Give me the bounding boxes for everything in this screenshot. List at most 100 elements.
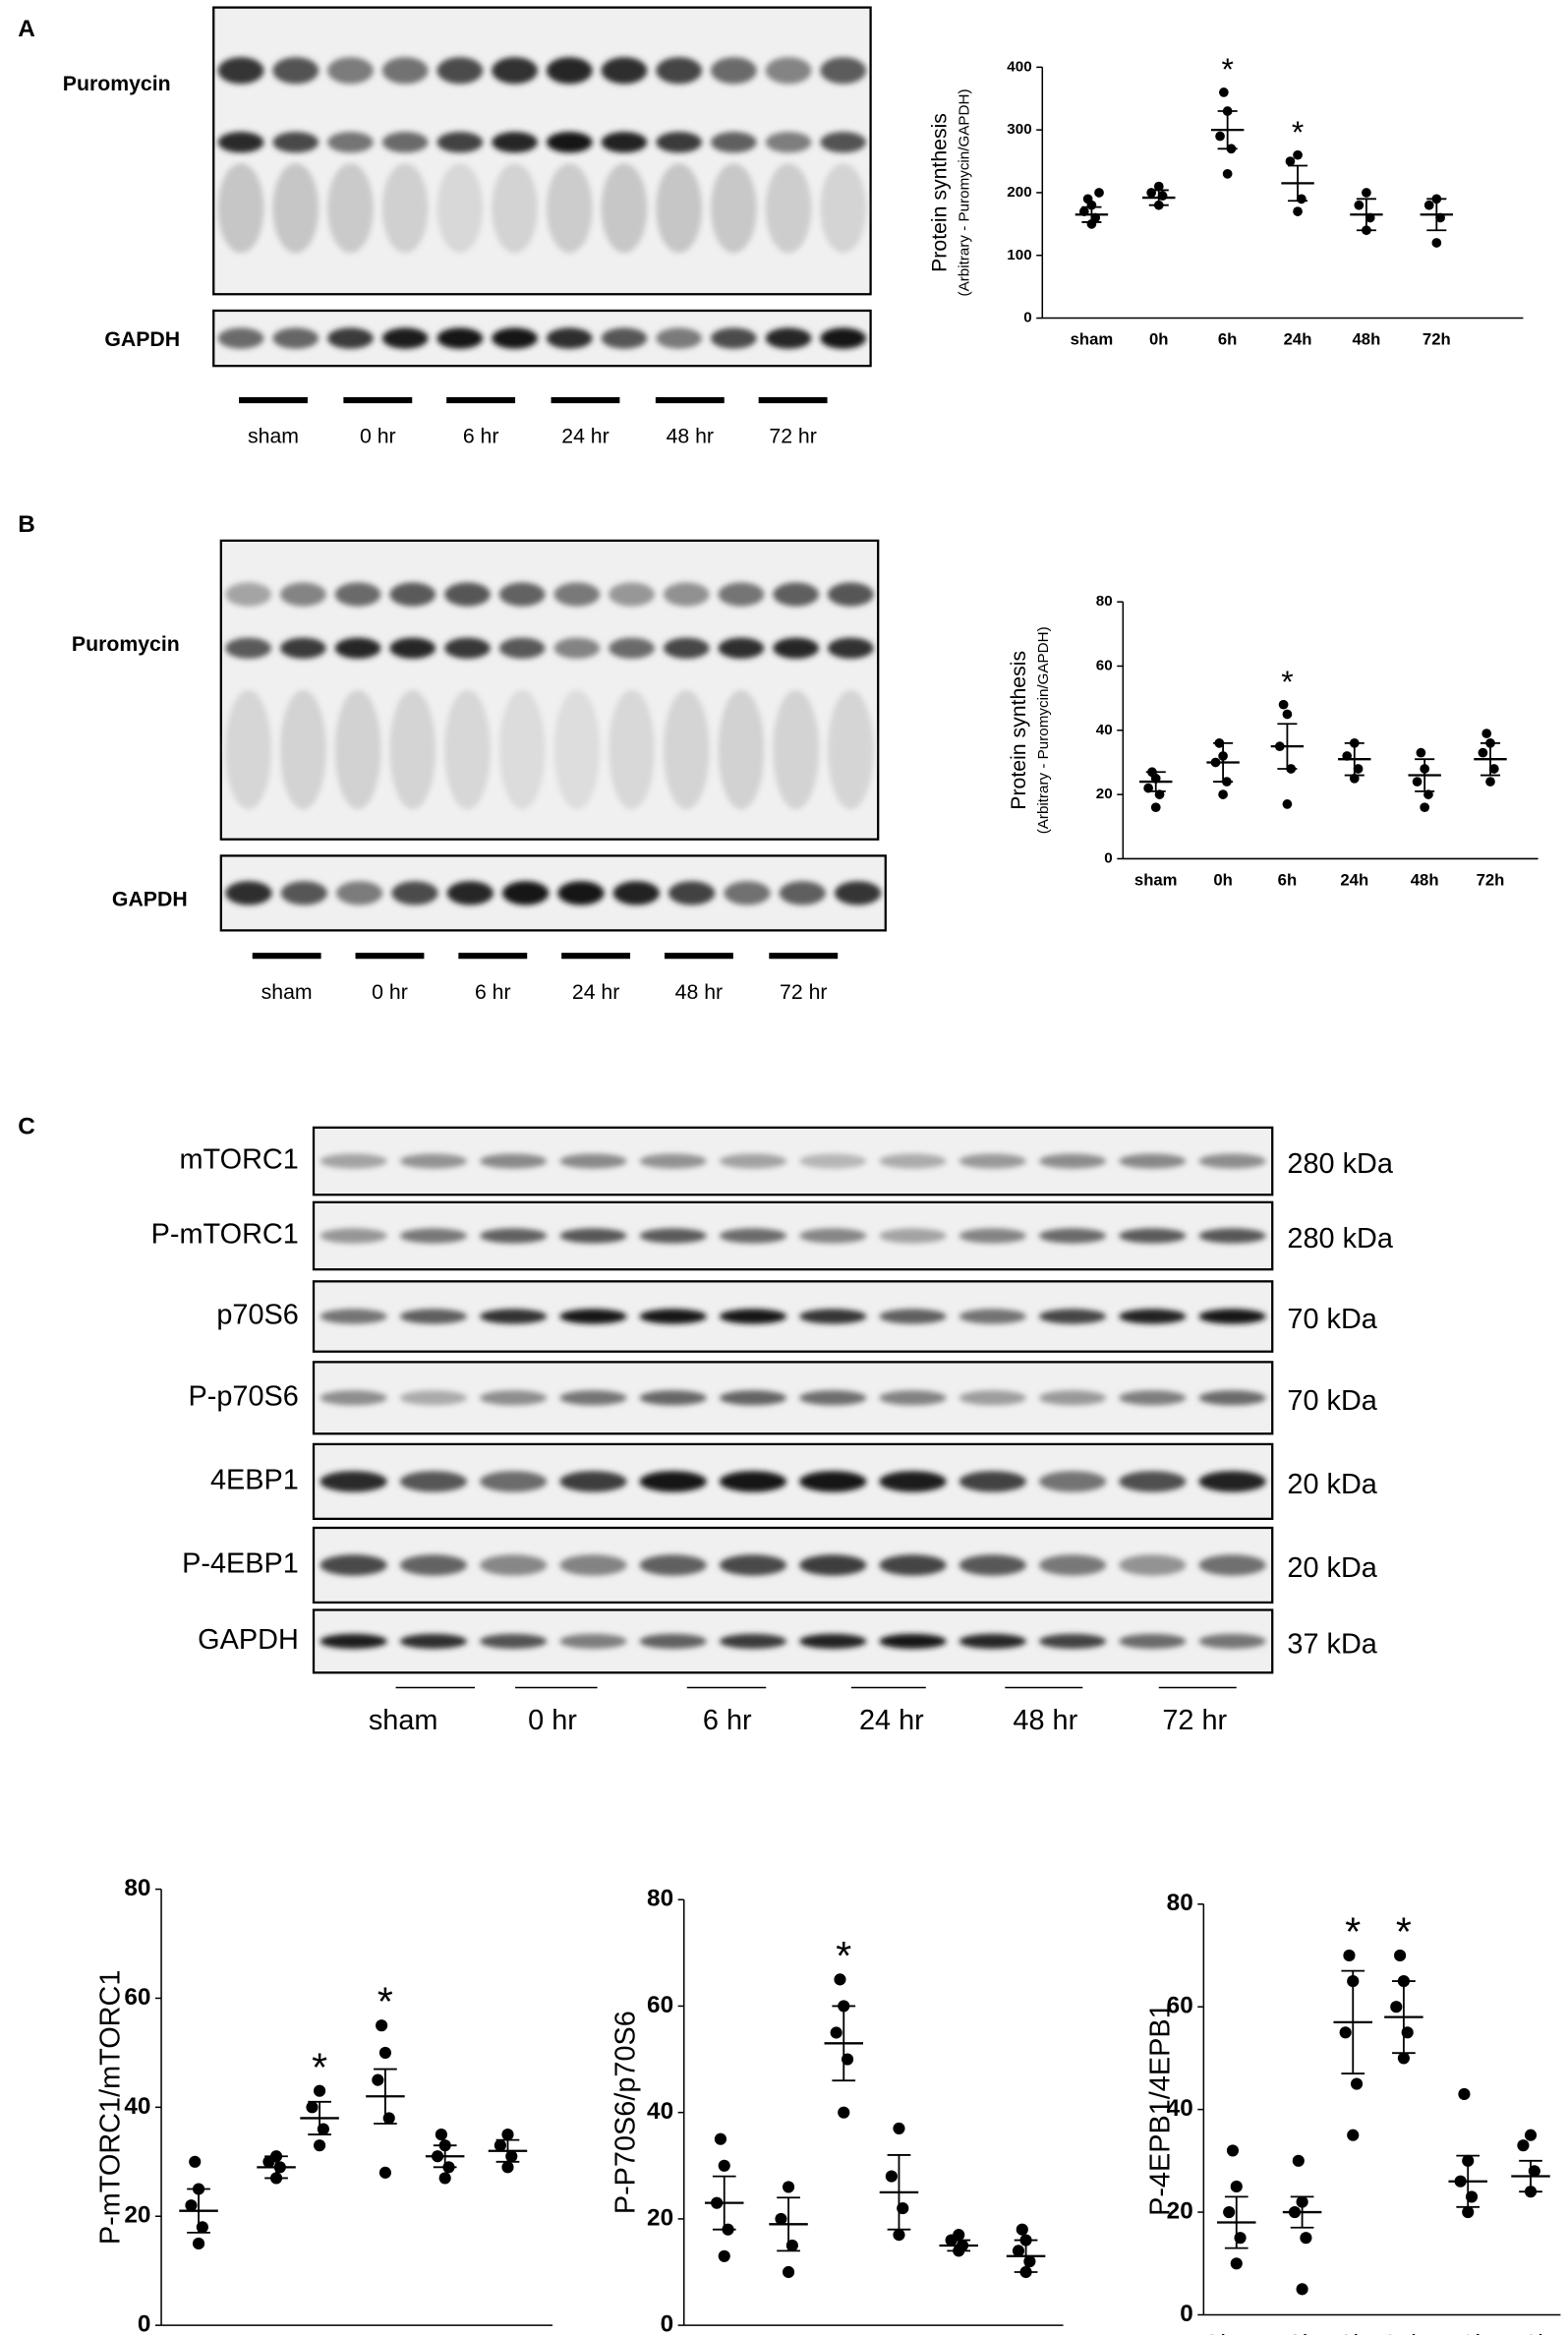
data-point xyxy=(885,2170,898,2183)
band xyxy=(501,881,550,905)
band xyxy=(225,582,272,607)
band xyxy=(1038,1309,1107,1324)
band xyxy=(399,1633,468,1650)
band xyxy=(773,637,820,659)
band xyxy=(557,881,605,905)
data-point xyxy=(1293,149,1303,160)
x-tick-label: 24h xyxy=(1340,871,1368,890)
data-point xyxy=(953,2229,965,2242)
band xyxy=(319,1554,387,1576)
x-tick-label: sham xyxy=(1071,330,1114,349)
band xyxy=(719,1554,787,1576)
band xyxy=(710,57,757,85)
band xyxy=(446,881,494,905)
data-point xyxy=(1485,777,1495,787)
band xyxy=(879,1228,947,1244)
band xyxy=(765,57,812,85)
blot-frame xyxy=(312,1200,1274,1271)
data-point xyxy=(1223,2205,1236,2219)
band xyxy=(710,327,757,349)
blot-frame xyxy=(219,854,887,932)
y-tick-label: 80 xyxy=(1167,1890,1193,1916)
band xyxy=(710,163,757,254)
data-point xyxy=(893,2229,905,2242)
x-tick-label: 72h xyxy=(1423,330,1451,349)
band xyxy=(639,1471,707,1492)
x-tick-label: 48h xyxy=(1447,2331,1489,2335)
group-label: 72 hr xyxy=(780,980,827,1004)
band xyxy=(381,327,429,349)
band xyxy=(319,1153,387,1169)
band xyxy=(958,1309,1026,1324)
y-tick-label: 80 xyxy=(647,1886,673,1912)
band xyxy=(1198,1228,1266,1244)
protein-label: p70S6 xyxy=(216,1300,298,1331)
data-point xyxy=(1218,88,1229,97)
data-point xyxy=(1431,238,1442,248)
data-point xyxy=(1481,729,1492,738)
band xyxy=(601,57,648,85)
band xyxy=(391,881,438,905)
band xyxy=(1119,1228,1187,1244)
data-point xyxy=(1420,802,1430,813)
data-point xyxy=(1462,2205,1475,2219)
group-label: 0 hr xyxy=(528,1705,577,1736)
blot-bands xyxy=(319,1471,1266,1492)
band xyxy=(639,1554,707,1576)
band xyxy=(217,163,264,254)
blot-bands xyxy=(217,57,867,254)
data-point xyxy=(1293,206,1303,216)
y-tick-label: 40 xyxy=(1096,722,1113,738)
data-point xyxy=(1517,2139,1530,2152)
band xyxy=(272,163,319,254)
blot-bands xyxy=(225,582,874,810)
significance-marker: * xyxy=(312,2044,327,2089)
y-tick-label: 20 xyxy=(1096,786,1113,802)
band xyxy=(719,1309,787,1324)
data-point xyxy=(782,2181,795,2193)
group-label: 6 hr xyxy=(463,425,499,448)
band xyxy=(480,1554,548,1576)
y-tick-label: 40 xyxy=(1167,2095,1193,2122)
data-point xyxy=(189,2155,202,2168)
y-tick-label: 0 xyxy=(1104,849,1112,866)
band xyxy=(319,1471,387,1492)
band xyxy=(381,57,429,85)
band xyxy=(225,689,272,810)
band xyxy=(217,57,264,85)
group-label: sham xyxy=(261,980,313,1004)
band xyxy=(879,1390,947,1406)
data-point xyxy=(1397,2052,1410,2065)
band xyxy=(799,1633,867,1650)
size-label: 280 kDa xyxy=(1287,1148,1393,1180)
band xyxy=(765,163,812,254)
band xyxy=(879,1153,947,1169)
data-point xyxy=(501,2128,514,2141)
data-point xyxy=(1353,764,1364,774)
blot-label: GAPDH xyxy=(104,327,180,351)
size-label: 280 kDa xyxy=(1287,1223,1393,1255)
band xyxy=(399,1309,468,1324)
band xyxy=(1038,1554,1107,1576)
band xyxy=(1119,1554,1187,1576)
band xyxy=(799,1390,867,1406)
size-label: 20 kDa xyxy=(1287,1469,1377,1500)
data-point xyxy=(1488,764,1499,774)
band xyxy=(436,57,484,85)
band xyxy=(335,881,383,905)
x-tick-label: 48h xyxy=(1353,330,1381,349)
data-point xyxy=(192,2237,205,2250)
band xyxy=(1198,1633,1266,1650)
band xyxy=(879,1309,947,1324)
size-label: 37 kDa xyxy=(1287,1629,1377,1661)
band xyxy=(334,637,381,659)
band xyxy=(492,163,538,254)
band xyxy=(765,132,812,153)
band xyxy=(319,1309,387,1324)
size-label: 70 kDa xyxy=(1287,1385,1377,1417)
data-point xyxy=(435,2128,447,2141)
band xyxy=(799,1228,867,1244)
size-label: 70 kDa xyxy=(1287,1304,1377,1335)
band xyxy=(1198,1153,1266,1169)
